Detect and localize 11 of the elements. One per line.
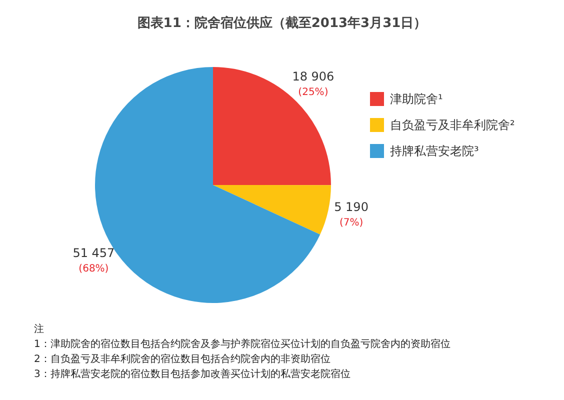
data-label: 51 457 (68%): [72, 246, 115, 274]
data-label: 18 906 (25%): [292, 70, 334, 98]
legend-label: 津助院舍¹: [390, 90, 443, 108]
chart-title: 图表11：院舍宿位供应（截至2013年3月31日）: [136, 14, 428, 32]
data-label: 5 190 (7%): [334, 200, 368, 229]
text: 注: [34, 322, 45, 337]
legend-label: 持牌私营安老院³: [390, 142, 479, 160]
text: 3：持牌私营安老院的宿位数目包括参加改善买位计划的私营安老院宿位: [34, 368, 352, 382]
text: 2：自负盈亏及非牟利院舍的宿位数目包括合约院舍内的非资助宿位: [34, 352, 332, 367]
legend-label: 自负盈亏及非牟利院舍²: [390, 116, 515, 134]
text: 1：津助院舍的宿位数目包括合约院舍及参与护养院宿位买位计划的自负盈亏院舍内的资助宿位: [34, 338, 450, 352]
